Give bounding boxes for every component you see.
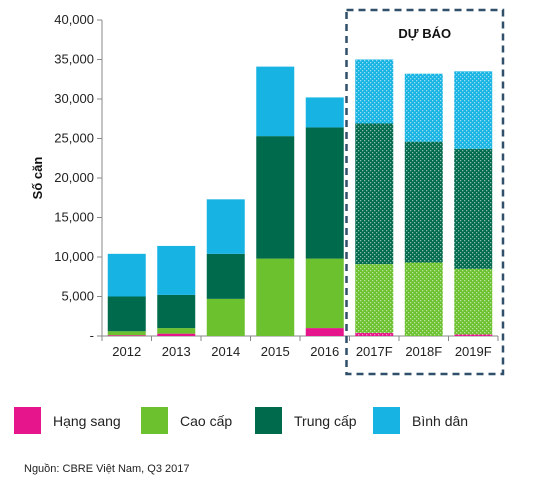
- bar-binh-dan-2018f: [404, 73, 443, 142]
- legend-item-trung-cap: Trung cấp: [255, 407, 357, 434]
- x-tick-label-2017f: 2017F: [356, 344, 393, 359]
- source-note: Nguồn: CBRE Việt Nam, Q3 2017: [24, 463, 190, 475]
- y-tick-label: 35,000: [54, 52, 94, 67]
- y-tick-label: 30,000: [54, 91, 94, 106]
- bar-cao-cap-2017f: [355, 264, 394, 333]
- legend-label-trung-cap: Trung cấp: [294, 412, 357, 429]
- y-axis-title: Số căn: [30, 157, 45, 200]
- bar-cao-cap-2019f: [454, 268, 493, 335]
- legend-item-hang-sang: Hạng sang: [14, 407, 121, 434]
- bar-binh-dan-2015: [256, 66, 295, 137]
- bar-binh-dan-2013: [157, 245, 196, 295]
- legend-item-binh-dan: Bình dân: [373, 407, 468, 434]
- legend-item-cao-cap: Cao cấp: [141, 407, 232, 434]
- x-tick-label-2014: 2014: [211, 344, 240, 359]
- legend-label-hang-sang: Hạng sang: [53, 412, 121, 429]
- bar-trung-cap-2018f: [404, 141, 443, 263]
- legend-label-cao-cap: Cao cấp: [180, 412, 233, 429]
- bar-cao-cap-2018f: [404, 262, 443, 336]
- bar-hang-sang-2012: [107, 335, 146, 336]
- bar-trung-cap-2019f: [454, 148, 493, 269]
- x-tick-label-2018f: 2018F: [405, 344, 442, 359]
- bar-trung-cap-2014: [206, 253, 245, 299]
- bar-trung-cap-2017f: [355, 123, 394, 265]
- bar-hang-sang-2013: [157, 333, 196, 336]
- x-tick-label-2016: 2016: [310, 344, 339, 359]
- bar-hang-sang-2017f: [355, 332, 394, 336]
- y-tick-label: 10,000: [54, 249, 94, 264]
- bar-binh-dan-2017f: [355, 59, 394, 124]
- y-tick-label: 25,000: [54, 131, 94, 146]
- x-tick-label-2013: 2013: [162, 344, 191, 359]
- y-tick-label: 5,000: [61, 289, 94, 304]
- y-tick-label: 40,000: [54, 12, 94, 27]
- x-tick-label-2012: 2012: [112, 344, 141, 359]
- legend: Hạng sang Cao cấp Trung cấp Bình dân: [14, 407, 544, 437]
- bar-trung-cap-2013: [157, 294, 196, 329]
- legend-swatch-hang-sang: [14, 407, 41, 434]
- bar-binh-dan-2012: [107, 253, 146, 297]
- bar-hang-sang-2016: [305, 328, 344, 336]
- y-tick-label: 15,000: [54, 210, 94, 225]
- y-tick-label: 20,000: [54, 170, 94, 185]
- legend-swatch-cao-cap: [141, 407, 168, 434]
- bar-trung-cap-2015: [256, 136, 295, 259]
- bar-hang-sang-2019f: [454, 334, 493, 336]
- stacked-bar-chart: - 5,000 10,000 15,000 20,000 25,000 30,000 35,0…: [30, 8, 505, 376]
- forecast-box: [345, 8, 505, 376]
- bar-cao-cap-2016: [305, 258, 344, 329]
- bar-cao-cap-2014: [206, 298, 245, 336]
- bar-cao-cap-2013: [157, 328, 196, 334]
- bar-binh-dan-2014: [206, 199, 245, 254]
- legend-swatch-binh-dan: [373, 407, 400, 434]
- legend-swatch-trung-cap: [255, 407, 282, 434]
- bar-trung-cap-2012: [107, 296, 146, 332]
- y-tick-label: -: [90, 328, 94, 343]
- x-tick-label-2015: 2015: [261, 344, 290, 359]
- forecast-label: DỰ BÁO: [398, 26, 451, 41]
- legend-label-binh-dan: Bình dân: [412, 412, 469, 429]
- x-tick-label-2019f: 2019F: [455, 344, 492, 359]
- bar-trung-cap-2016: [305, 127, 344, 259]
- bar-cao-cap-2015: [256, 258, 295, 336]
- bar-binh-dan-2016: [305, 97, 344, 128]
- bar-binh-dan-2019f: [454, 71, 493, 149]
- bar-cao-cap-2012: [107, 331, 146, 336]
